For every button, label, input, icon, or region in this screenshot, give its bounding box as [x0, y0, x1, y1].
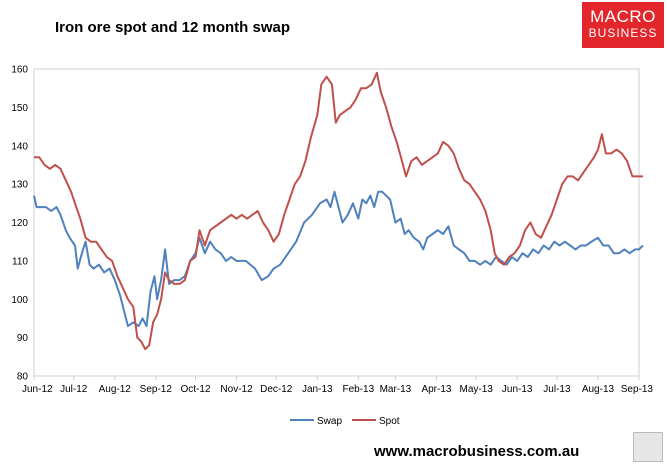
x-tick-label: Apr-13	[421, 384, 451, 395]
y-tick-label: 150	[11, 103, 28, 114]
y-tick-label: 120	[11, 218, 28, 229]
y-axis: 80 90 100 110 120 130 140 150 160	[11, 65, 28, 383]
x-tick-label: Jul-12	[60, 384, 88, 395]
logo-line1: MACRO	[590, 7, 656, 26]
x-tick-label: Oct-12	[181, 384, 211, 395]
y-tick-label: 140	[11, 141, 28, 152]
series-line-swap	[33, 190, 644, 328]
y-tick-label: 100	[11, 295, 28, 306]
x-tick-label: Jan-13	[302, 384, 333, 395]
wolf-icon	[633, 432, 663, 462]
x-tick-label: Nov-12	[220, 384, 253, 395]
x-axis: Jun-12 Jul-12 Aug-12 Sep-12 Oct-12 Nov-12 Dec-…	[22, 376, 653, 395]
x-tick-label: Dec-12	[260, 384, 293, 395]
x-tick-label: Feb-13	[342, 384, 374, 395]
x-tick-label: Mar-13	[380, 384, 412, 395]
series-layer	[33, 71, 644, 351]
y-tick-label: 130	[11, 180, 28, 191]
y-tick-label: 90	[17, 333, 29, 344]
x-tick-label: Aug-13	[582, 384, 615, 395]
footer-url[interactable]: www.macrobusiness.com.au	[374, 443, 580, 460]
x-tick-label: May-13	[459, 384, 493, 395]
legend-label-swap: Swap	[317, 416, 342, 427]
x-tick-label: Jun-13	[502, 384, 533, 395]
y-tick-label: 160	[11, 65, 28, 76]
logo-line2: BUSINESS	[588, 26, 658, 40]
y-tick-label: 80	[17, 372, 29, 383]
plot-area	[33, 68, 640, 377]
x-tick-label: Sep-13	[621, 384, 654, 395]
series-line-spot	[34, 71, 643, 351]
x-tick-label: Sep-12	[140, 384, 173, 395]
legend-label-spot: Spot	[379, 416, 400, 427]
chart-title: Iron ore spot and 12 month swap	[55, 19, 291, 36]
x-tick-label: Aug-12	[99, 384, 132, 395]
x-tick-label: Jun-12	[22, 384, 53, 395]
macro-business-logo: MACRO BUSINESS	[582, 2, 664, 48]
legend: Swap Spot	[290, 416, 400, 427]
x-tick-label: Jul-13	[543, 384, 571, 395]
y-tick-label: 110	[12, 256, 28, 267]
